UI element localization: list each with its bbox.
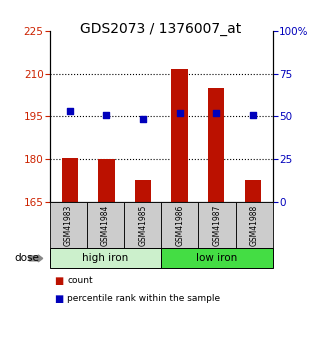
Bar [208, 88, 224, 202]
Text: GSM41987: GSM41987 [213, 205, 221, 246]
Bar [245, 180, 261, 202]
Bar [98, 159, 115, 202]
Point [67, 109, 73, 114]
Bar [135, 180, 151, 202]
Text: high iron: high iron [82, 254, 129, 263]
Bar [62, 158, 78, 202]
Point [177, 110, 182, 116]
Text: low iron: low iron [196, 254, 238, 263]
Text: GSM41986: GSM41986 [175, 205, 184, 246]
Text: GSM41988: GSM41988 [250, 205, 259, 246]
Point [141, 116, 146, 122]
Bar [171, 69, 188, 202]
Text: GDS2073 / 1376007_at: GDS2073 / 1376007_at [80, 22, 241, 37]
Text: ■: ■ [55, 294, 64, 304]
Text: GSM41983: GSM41983 [64, 205, 73, 246]
Text: dose: dose [14, 254, 39, 263]
Point [213, 110, 219, 116]
Point [250, 112, 255, 118]
Text: count: count [67, 276, 93, 285]
Text: percentile rank within the sample: percentile rank within the sample [67, 294, 221, 303]
Text: GSM41985: GSM41985 [138, 205, 147, 246]
Text: GSM41984: GSM41984 [101, 205, 110, 246]
Point [104, 112, 109, 118]
Text: ■: ■ [55, 276, 64, 286]
